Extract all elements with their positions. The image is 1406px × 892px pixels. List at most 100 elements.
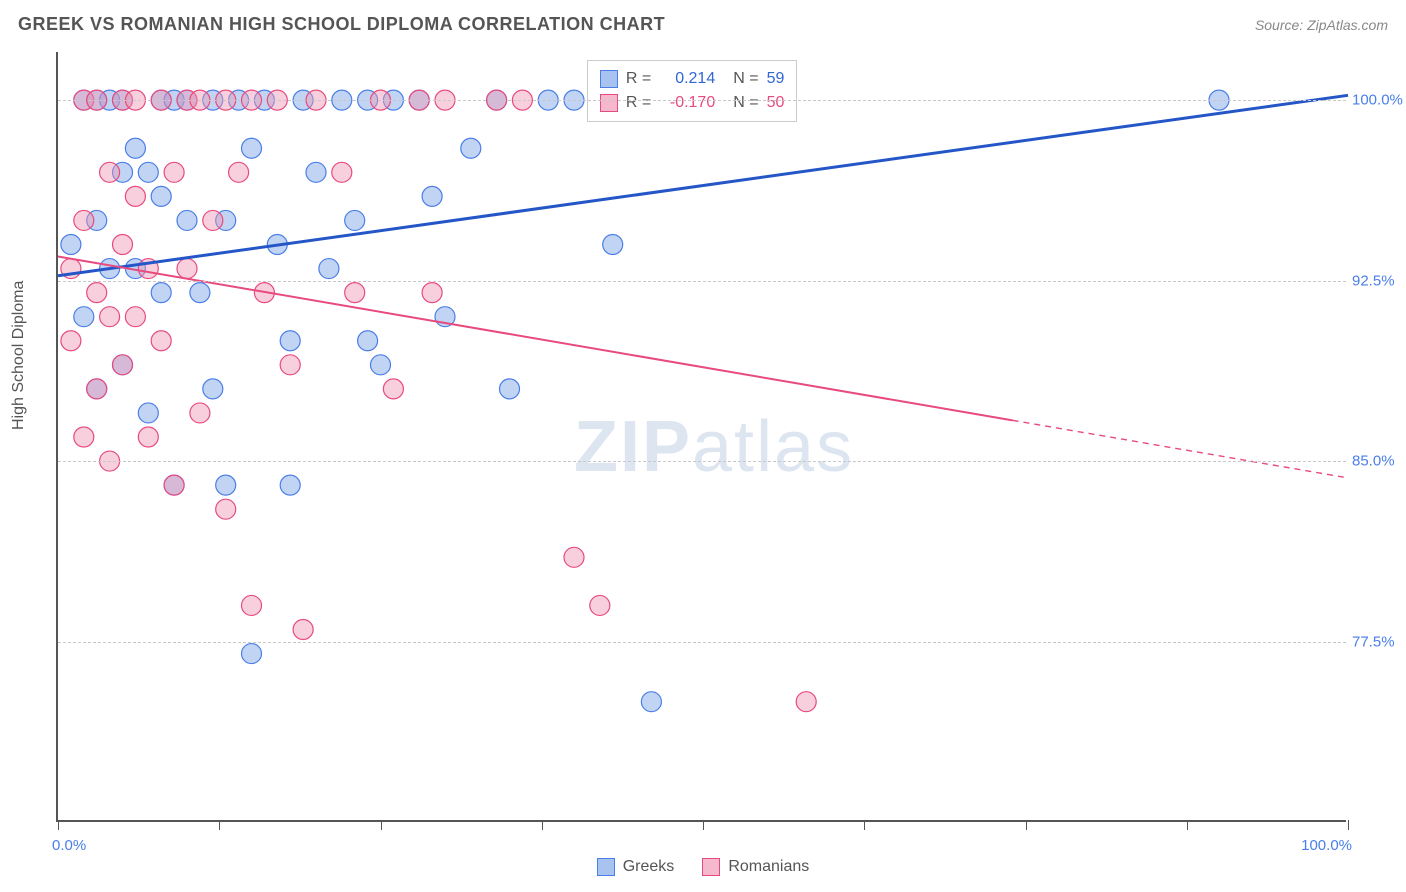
scatter-point (306, 162, 326, 182)
scatter-point (125, 186, 145, 206)
scatter-point (293, 620, 313, 640)
chart-svg (58, 52, 1348, 822)
scatter-point (280, 475, 300, 495)
scatter-point (87, 379, 107, 399)
y-tick-label: 85.0% (1352, 453, 1406, 470)
scatter-point (280, 331, 300, 351)
scatter-point (461, 138, 481, 158)
scatter-point (151, 283, 171, 303)
scatter-point (422, 186, 442, 206)
y-tick-label: 100.0% (1352, 92, 1406, 109)
stat-r-label: R = (626, 70, 651, 88)
x-tick (1348, 820, 1349, 830)
scatter-point (216, 499, 236, 519)
scatter-point (138, 427, 158, 447)
x-tick (542, 820, 543, 830)
x-tick (1026, 820, 1027, 830)
scatter-point (319, 259, 339, 279)
x-tick-label: 0.0% (52, 837, 86, 854)
scatter-point (190, 283, 210, 303)
scatter-point (125, 138, 145, 158)
scatter-point (229, 162, 249, 182)
legend-label: Romanians (728, 858, 809, 876)
x-tick (381, 820, 382, 830)
scatter-point (203, 210, 223, 230)
scatter-point (100, 162, 120, 182)
bottom-legend: Greeks Romanians (0, 858, 1406, 876)
legend-label: Greeks (623, 858, 675, 876)
gridline (58, 461, 1346, 462)
y-tick-label: 77.5% (1352, 633, 1406, 650)
trend-line-extrapolated (1013, 420, 1348, 478)
scatter-point (332, 162, 352, 182)
scatter-point (113, 355, 133, 375)
legend-item: Romanians (702, 858, 809, 876)
x-tick-label: 100.0% (1301, 837, 1352, 854)
trend-line (58, 95, 1348, 275)
scatter-point (151, 331, 171, 351)
y-tick-label: 92.5% (1352, 272, 1406, 289)
scatter-point (177, 210, 197, 230)
correlation-stats-box: R = 0.214 N = 59 R = -0.170 N = 50 (587, 60, 797, 122)
legend-swatch (600, 94, 618, 112)
scatter-point (358, 331, 378, 351)
stat-n-label: N = (733, 70, 758, 88)
stat-r-value: -0.170 (659, 94, 715, 112)
scatter-point (242, 644, 262, 664)
scatter-point (100, 307, 120, 327)
scatter-point (61, 235, 81, 255)
scatter-point (61, 331, 81, 351)
scatter-point (564, 547, 584, 567)
scatter-point (164, 475, 184, 495)
scatter-point (87, 283, 107, 303)
scatter-point (216, 475, 236, 495)
gridline (58, 100, 1346, 101)
legend-swatch (597, 858, 615, 876)
stats-row: R = -0.170 N = 50 (600, 91, 784, 115)
scatter-point (603, 235, 623, 255)
stat-n-value: 59 (767, 70, 785, 88)
scatter-point (280, 355, 300, 375)
x-tick (703, 820, 704, 830)
scatter-point (641, 692, 661, 712)
x-tick (58, 820, 59, 830)
scatter-point (796, 692, 816, 712)
scatter-point (203, 379, 223, 399)
x-tick (864, 820, 865, 830)
scatter-point (74, 427, 94, 447)
y-axis-label: High School Diploma (10, 281, 28, 430)
scatter-point (590, 595, 610, 615)
scatter-point (164, 162, 184, 182)
gridline (58, 642, 1346, 643)
plot-area: R =0.214N =59R =-0.170N =50 ZIPatlas 77.… (56, 52, 1346, 822)
scatter-point (422, 283, 442, 303)
scatter-point (177, 259, 197, 279)
stat-r-value: 0.214 (659, 70, 715, 88)
scatter-point (500, 379, 520, 399)
legend-item: Greeks (597, 858, 675, 876)
scatter-point (345, 283, 365, 303)
scatter-point (190, 403, 210, 423)
legend-swatch (600, 70, 618, 88)
legend-swatch (702, 858, 720, 876)
scatter-point (242, 138, 262, 158)
scatter-point (345, 210, 365, 230)
stat-n-label: N = (733, 94, 758, 112)
scatter-point (138, 162, 158, 182)
gridline (58, 281, 1346, 282)
scatter-point (138, 403, 158, 423)
stat-n-value: 50 (767, 94, 785, 112)
scatter-point (74, 210, 94, 230)
scatter-point (125, 307, 145, 327)
source-attribution: Source: ZipAtlas.com (1255, 17, 1388, 33)
scatter-point (371, 355, 391, 375)
stat-r-label: R = (626, 94, 651, 112)
stats-row: R = 0.214 N = 59 (600, 67, 784, 91)
scatter-point (113, 235, 133, 255)
scatter-point (151, 186, 171, 206)
scatter-point (383, 379, 403, 399)
chart-header: GREEK VS ROMANIAN HIGH SCHOOL DIPLOMA CO… (18, 14, 1388, 35)
chart-container: GREEK VS ROMANIAN HIGH SCHOOL DIPLOMA CO… (0, 0, 1406, 892)
x-tick (1187, 820, 1188, 830)
chart-title: GREEK VS ROMANIAN HIGH SCHOOL DIPLOMA CO… (18, 14, 665, 35)
